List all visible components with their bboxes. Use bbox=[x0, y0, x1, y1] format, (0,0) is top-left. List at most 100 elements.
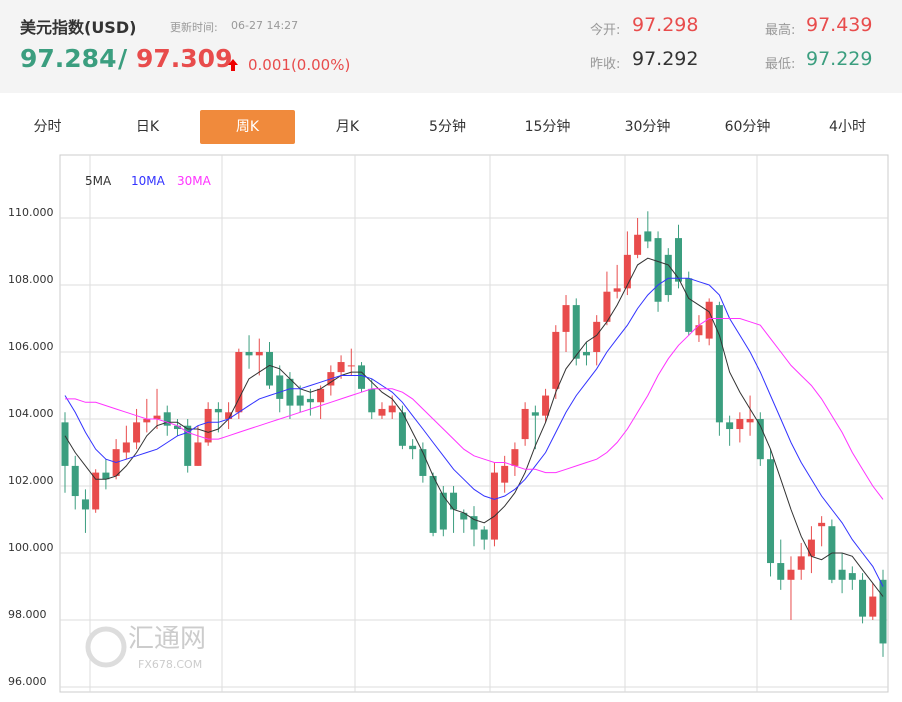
candle-body bbox=[409, 445, 417, 450]
candle-body bbox=[675, 238, 682, 282]
candle-body bbox=[593, 321, 601, 352]
candle-body bbox=[705, 301, 713, 339]
candle-body bbox=[603, 291, 611, 322]
candle-body bbox=[664, 254, 672, 296]
candle-body bbox=[266, 352, 273, 386]
candle-body bbox=[869, 596, 877, 617]
tab[interactable]: 60分钟 bbox=[724, 119, 771, 135]
candle-body bbox=[480, 529, 488, 540]
candle-body bbox=[859, 579, 867, 617]
stat-label: 最低: bbox=[765, 57, 796, 72]
candle-body bbox=[726, 422, 734, 430]
candle-body bbox=[71, 465, 79, 497]
update-label: 更新时间: bbox=[170, 21, 218, 34]
ma-line bbox=[65, 318, 884, 500]
stat-label: 最高: bbox=[765, 23, 796, 38]
candle-body bbox=[255, 352, 263, 356]
update-time: 06-27 14:27 bbox=[231, 19, 299, 32]
candle-body bbox=[787, 569, 795, 580]
y-tick-label: 108.000 bbox=[8, 273, 54, 286]
candle-body bbox=[470, 516, 478, 530]
plot-frame bbox=[59, 154, 889, 693]
y-tick-label: 110.000 bbox=[8, 206, 54, 219]
candle-body bbox=[634, 234, 642, 255]
y-tick-label: 100.000 bbox=[8, 541, 54, 554]
ma-line bbox=[64, 257, 884, 597]
candle-body bbox=[818, 522, 826, 527]
candle-body bbox=[501, 465, 509, 483]
candle-body bbox=[695, 325, 703, 336]
candle-body bbox=[644, 231, 652, 242]
candle-body bbox=[61, 422, 69, 466]
candle-body bbox=[122, 442, 130, 453]
candle-body bbox=[490, 472, 498, 540]
candle-body bbox=[286, 378, 294, 406]
header: 美元指数(USD) 更新时间: 06-27 14:27 97.284 / 97.… bbox=[0, 0, 902, 93]
candle-body bbox=[531, 412, 539, 416]
candle-body bbox=[337, 362, 345, 373]
tab[interactable]: 分时 bbox=[33, 119, 62, 135]
candle-body bbox=[204, 408, 212, 443]
ma-line bbox=[64, 277, 884, 587]
candle-body bbox=[838, 569, 846, 580]
candle-body bbox=[378, 408, 386, 416]
candle-body bbox=[214, 408, 222, 413]
y-tick-label: 96.000 bbox=[8, 675, 47, 688]
candle-body bbox=[848, 573, 856, 580]
candle-body bbox=[358, 365, 366, 389]
candle-body bbox=[685, 278, 693, 332]
candle-body bbox=[582, 352, 590, 356]
stat-label: 今开: bbox=[590, 23, 621, 38]
candle-body bbox=[368, 388, 376, 413]
title: 美元指数(USD) bbox=[20, 18, 137, 37]
tab[interactable]: 月K bbox=[335, 119, 360, 135]
candle-body bbox=[92, 472, 100, 510]
candle-body bbox=[756, 419, 764, 460]
tab[interactable]: 5分钟 bbox=[429, 119, 466, 135]
tab[interactable]: 4小时 bbox=[829, 119, 866, 135]
legend-entry: 30MA bbox=[177, 174, 212, 188]
candle-body bbox=[511, 449, 519, 466]
candle-body bbox=[654, 238, 662, 302]
y-tick-label: 106.000 bbox=[8, 340, 54, 353]
candle-body bbox=[736, 419, 744, 430]
candle-body bbox=[807, 539, 815, 557]
candle-body bbox=[347, 365, 355, 367]
watermark: 汇通网 bbox=[128, 624, 206, 654]
candle-body bbox=[623, 254, 631, 289]
candle-body bbox=[450, 492, 458, 510]
stat-value: 97.298 bbox=[632, 14, 699, 36]
y-tick-label: 98.000 bbox=[8, 608, 47, 621]
candle-body bbox=[194, 442, 202, 466]
candle-body bbox=[81, 499, 89, 510]
candle-body bbox=[398, 412, 406, 446]
candle-body bbox=[879, 579, 887, 644]
stat-value: 97.229 bbox=[806, 48, 873, 70]
tab[interactable]: 30分钟 bbox=[624, 119, 671, 135]
tab[interactable]: 日K bbox=[135, 119, 160, 135]
candle-body bbox=[184, 425, 192, 466]
candle-body bbox=[542, 395, 550, 416]
legend-entry: 10MA bbox=[131, 174, 166, 188]
price2: 97.309 bbox=[136, 44, 233, 73]
candle-body bbox=[245, 352, 253, 356]
up-arrow bbox=[228, 59, 238, 71]
tab[interactable]: 15分钟 bbox=[524, 119, 571, 135]
candle-body bbox=[225, 412, 233, 419]
candle-body bbox=[306, 398, 314, 403]
candle-body bbox=[572, 305, 580, 359]
candle-body bbox=[276, 375, 284, 399]
stat-label: 昨收: bbox=[590, 57, 621, 72]
watermark: FX678.COM bbox=[138, 658, 202, 671]
candle-body bbox=[419, 449, 427, 476]
y-tick-label: 104.000 bbox=[8, 407, 54, 420]
tab[interactable]: 周K bbox=[200, 110, 295, 144]
y-tick-label: 102.000 bbox=[8, 474, 54, 487]
candle-body bbox=[388, 405, 396, 413]
candle-body bbox=[552, 331, 560, 389]
candle-body bbox=[173, 425, 181, 430]
candle-body bbox=[562, 305, 570, 332]
candle-body bbox=[767, 459, 775, 564]
legend-entry: 5MA bbox=[85, 174, 112, 188]
